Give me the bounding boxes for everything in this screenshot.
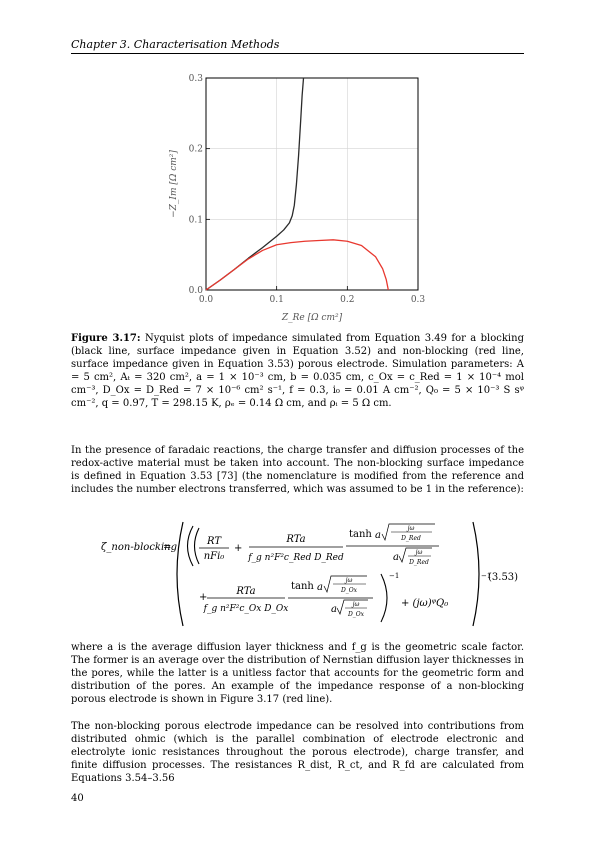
eq-jw-1: jω bbox=[406, 525, 415, 532]
eq-plus-2: + bbox=[199, 592, 207, 603]
plot-frame bbox=[205, 77, 419, 291]
header-rule bbox=[71, 53, 524, 54]
eq-a-1: a bbox=[375, 530, 381, 541]
eq-dred-1: D_Red bbox=[400, 535, 421, 542]
x-tick-label: 0.2 bbox=[340, 295, 354, 305]
eq-t3-num: RTa bbox=[235, 586, 255, 597]
paren-outer-right bbox=[472, 521, 480, 627]
paren-inner-right bbox=[380, 573, 388, 623]
eq-dred-2: D_Red bbox=[408, 559, 429, 566]
x-tick-label: 0.0 bbox=[199, 295, 214, 305]
eq-sqrt-1 bbox=[381, 523, 435, 542]
eq-sqrt-3 bbox=[323, 575, 367, 594]
eq-jw-2: jω bbox=[414, 549, 423, 556]
eq-dox-1: D_Ox bbox=[340, 587, 358, 594]
nyquist-chart: 0.0 0.1 0.2 0.3 0.0 0.1 0.2 0.3 Z_Re [Ω cm²] −Z_I… bbox=[169, 74, 426, 323]
eq-t1-num: RT bbox=[206, 536, 222, 547]
eq-sqrt-4 bbox=[336, 599, 368, 615]
eq-exp-inner: −1 bbox=[389, 572, 399, 580]
x-tick-label: 0.1 bbox=[270, 295, 284, 305]
eq-dox-2: D_Ox bbox=[347, 611, 365, 618]
eq-plus-1: + bbox=[234, 543, 242, 554]
eq-exp-outer: −1 bbox=[481, 572, 491, 580]
equation-number: (3.53) bbox=[488, 572, 519, 583]
eq-jw-4: jω bbox=[351, 601, 360, 608]
eq-sqrt-2 bbox=[398, 547, 432, 563]
series-line-1 bbox=[205, 77, 305, 291]
figure-caption: Figure 3.17: Nyquist plots of impedance … bbox=[71, 332, 524, 410]
x-axis-label: Z_Re [Ω cm²] bbox=[281, 313, 343, 323]
body-paragraph-3: The non-blocking porous electrode impeda… bbox=[71, 721, 524, 784]
eq-a-4: a bbox=[331, 604, 337, 615]
x-tick-label: 0.3 bbox=[411, 295, 426, 305]
y-tick-label: 0.3 bbox=[189, 74, 204, 84]
paren-inner-left bbox=[186, 525, 194, 567]
paren-outer-left bbox=[176, 521, 184, 627]
eq-tanh-1: tanh bbox=[349, 529, 372, 540]
eq-t1-den: nFi₀ bbox=[204, 551, 225, 562]
series-line-2 bbox=[205, 239, 389, 291]
y-tick-label: 0.2 bbox=[189, 145, 203, 155]
paren-inner2-left bbox=[193, 527, 200, 565]
body-paragraph-2: where a is the average diffusion layer t… bbox=[71, 642, 524, 705]
caption-text: Nyquist plots of impedance simulated fro… bbox=[71, 333, 524, 409]
eq-cpe: + (jω)ᵠQ₀ bbox=[401, 598, 448, 609]
body-paragraph-1: In the presence of faradaic reactions, t… bbox=[71, 445, 524, 495]
running-header: Chapter 3. Characterisation Methods bbox=[71, 38, 280, 51]
eq-lhs: ζ_non-blocking bbox=[101, 542, 177, 553]
eq-a-2: a bbox=[393, 552, 399, 563]
y-axis-label: −Z_Im [Ω cm²] bbox=[169, 150, 179, 218]
equation-3-53: ζ_non-blocking = RT nFi₀ + RTa f_g n²F²c… bbox=[101, 521, 491, 627]
y-tick-label: 0.0 bbox=[189, 286, 204, 296]
eq-a-3: a bbox=[317, 582, 323, 593]
eq-equals: = bbox=[163, 542, 171, 553]
eq-tanh-2: tanh bbox=[291, 581, 314, 592]
page-number: 40 bbox=[71, 793, 84, 804]
eq-t3-den: f_g n²F²c_Ox D_Ox bbox=[203, 604, 289, 614]
caption-label: Figure 3.17: bbox=[71, 333, 141, 344]
eq-t2-den: f_g n²F²c_Red D_Red bbox=[247, 553, 344, 563]
eq-t2-num: RTa bbox=[285, 534, 305, 545]
eq-jw-3: jω bbox=[344, 577, 353, 584]
y-tick-label: 0.1 bbox=[189, 215, 203, 225]
